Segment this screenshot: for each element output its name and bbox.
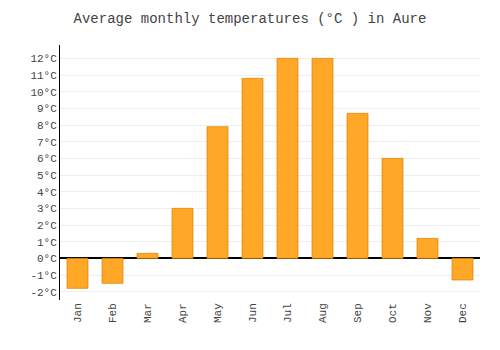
svg-text:Jan: Jan: [72, 303, 84, 323]
svg-text:0°C: 0°C: [37, 253, 57, 265]
svg-text:Jun: Jun: [247, 303, 259, 323]
svg-text:3°C: 3°C: [37, 203, 57, 215]
svg-text:Apr: Apr: [177, 303, 189, 323]
svg-text:10°C: 10°C: [30, 87, 57, 99]
svg-text:Feb: Feb: [107, 303, 119, 323]
svg-text:Nov: Nov: [422, 303, 434, 323]
svg-text:-2°C: -2°C: [30, 287, 57, 299]
svg-text:Dec: Dec: [457, 303, 469, 323]
svg-text:4°C: 4°C: [37, 187, 57, 199]
svg-text:2°C: 2°C: [37, 220, 57, 232]
svg-text:Jul: Jul: [282, 303, 294, 323]
svg-text:Oct: Oct: [387, 303, 399, 323]
svg-text:9°C: 9°C: [37, 103, 57, 115]
svg-text:May: May: [212, 303, 224, 323]
svg-text:-1°C: -1°C: [30, 270, 57, 282]
svg-text:1°C: 1°C: [37, 237, 57, 249]
svg-text:5°C: 5°C: [37, 170, 57, 182]
svg-text:Sep: Sep: [352, 303, 364, 323]
svg-text:Mar: Mar: [142, 303, 154, 323]
svg-text:Aug: Aug: [317, 303, 329, 323]
svg-text:12°C: 12°C: [30, 53, 57, 65]
svg-text:8°C: 8°C: [37, 120, 57, 132]
svg-text:6°C: 6°C: [37, 153, 57, 165]
svg-text:11°C: 11°C: [30, 70, 57, 82]
svg-text:Average monthly temperatures (: Average monthly temperatures (°C ) in Au…: [74, 11, 427, 27]
svg-text:7°C: 7°C: [37, 137, 57, 149]
